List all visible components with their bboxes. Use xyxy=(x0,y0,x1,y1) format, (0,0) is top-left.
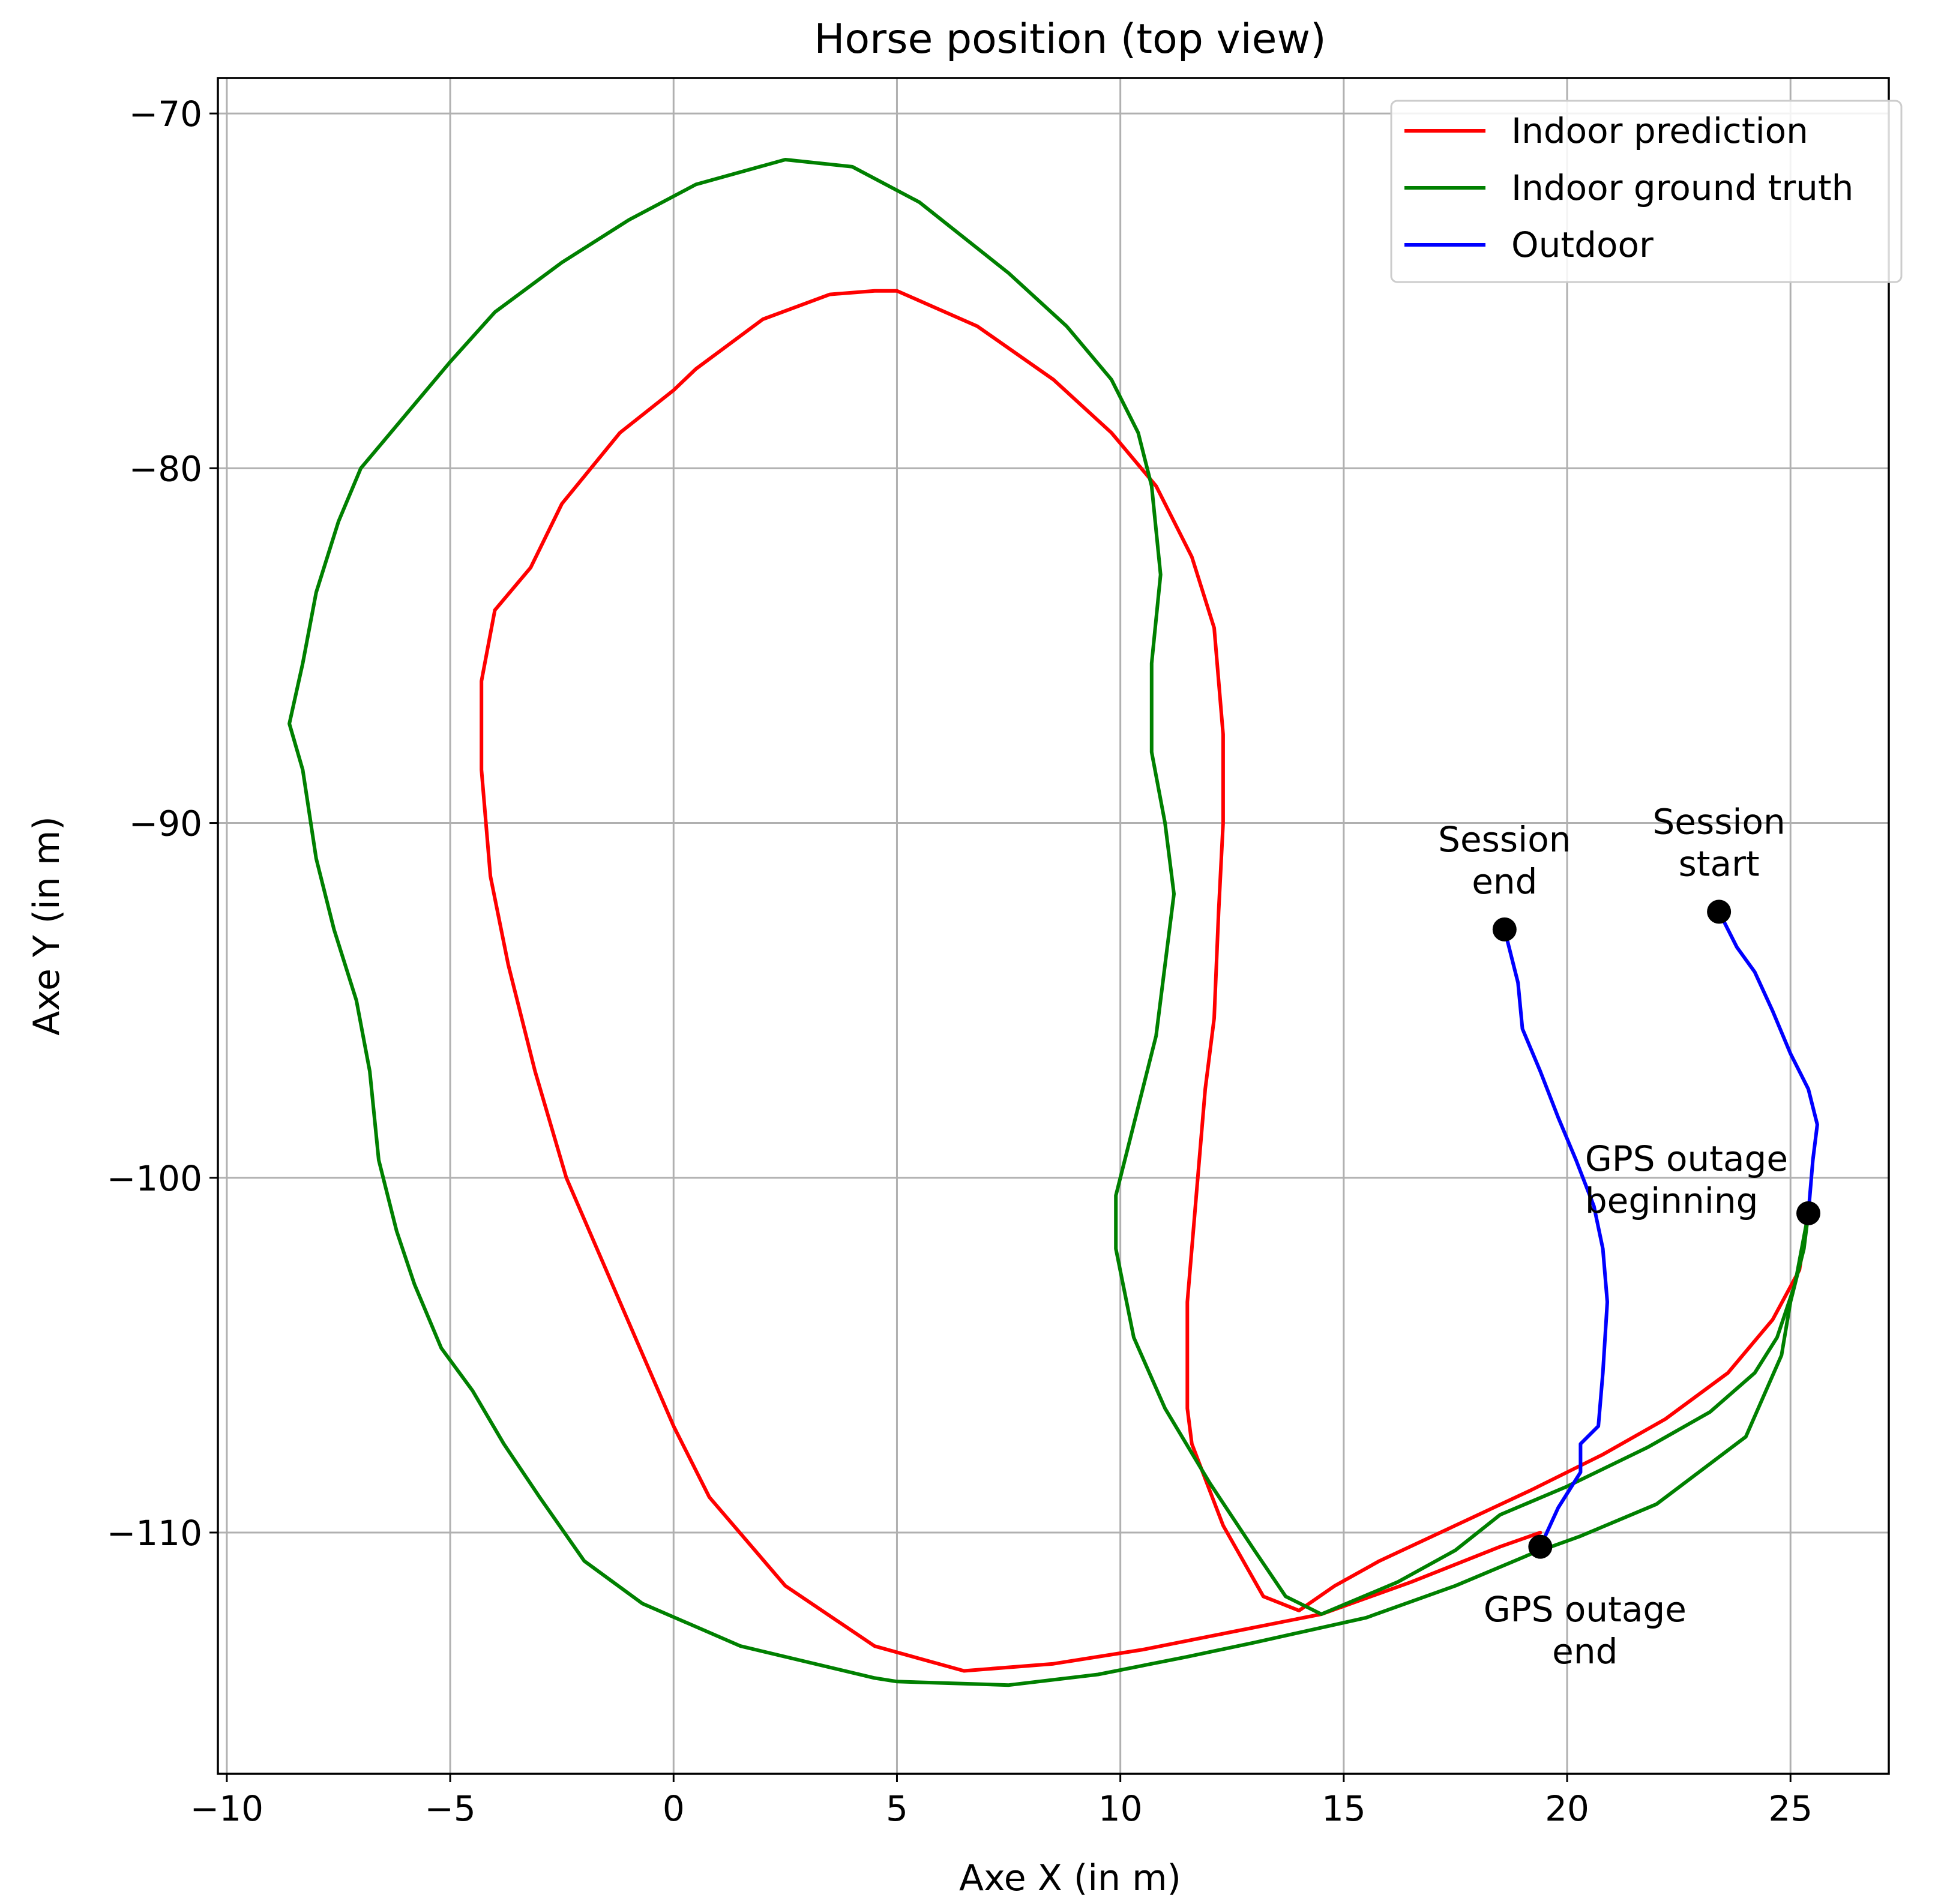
annotation-layer: Session end Session start GPS outage beginnin… xyxy=(1438,801,1788,1671)
y-axis-ticks: −70 −80 −90 −100 −110 xyxy=(107,94,218,1554)
series-line-indoor-ground-truth xyxy=(287,158,1810,1687)
x-tick-label: 20 xyxy=(1545,1788,1589,1829)
y-axis-title: Axe Y (in m) xyxy=(26,816,68,1035)
marker-gps-outage-beginning xyxy=(1796,1201,1821,1225)
legend-label-indoor-ground-truth: Indoor ground truth xyxy=(1511,167,1853,208)
session-end-label: Session end xyxy=(1438,819,1571,902)
x-tick-label: −5 xyxy=(424,1788,476,1829)
marker-session-end xyxy=(1492,917,1517,941)
session-start-label: Session start xyxy=(1652,801,1785,884)
x-axis-title: Axe X (in m) xyxy=(959,1857,1181,1899)
y-tick-label: −110 xyxy=(107,1513,202,1554)
legend: Indoor prediction Indoor ground truth Ou… xyxy=(1390,100,1903,283)
legend-frame xyxy=(1390,100,1903,283)
legend-label-indoor-prediction: Indoor prediction xyxy=(1511,110,1808,151)
series-line-indoor-prediction xyxy=(480,289,1810,1673)
x-tick-label: 15 xyxy=(1322,1788,1366,1829)
marker-gps-outage-end xyxy=(1528,1534,1553,1559)
x-tick-label: 25 xyxy=(1768,1788,1813,1829)
marker-session-start xyxy=(1707,899,1732,924)
series-line-outdoor-to-session-start xyxy=(1717,910,1819,1215)
gps-outage-end-label: GPS outage end xyxy=(1484,1589,1687,1672)
y-tick-label: −80 xyxy=(129,448,202,489)
series-line-outdoor-outage-end-to-session-end xyxy=(1502,927,1609,1549)
x-tick-label: 10 xyxy=(1098,1788,1143,1829)
series-layer xyxy=(287,158,1819,1687)
marker-layer xyxy=(1492,899,1821,1559)
x-tick-label: 0 xyxy=(663,1788,685,1829)
y-tick-label: −90 xyxy=(129,803,202,844)
legend-label-outdoor: Outdoor xyxy=(1511,224,1654,265)
x-tick-label: −10 xyxy=(190,1788,263,1829)
grid-layer xyxy=(218,78,1889,1774)
plot-frame xyxy=(217,77,1890,1775)
y-tick-label: −100 xyxy=(107,1158,202,1199)
y-tick-label: −70 xyxy=(129,94,202,134)
x-tick-label: 5 xyxy=(886,1788,908,1829)
chart-title: Horse position (top view) xyxy=(814,16,1326,63)
x-axis-ticks: −10 −5 0 5 10 15 20 25 xyxy=(190,1774,1813,1829)
gps-outage-beginning-label: GPS outage beginning xyxy=(1585,1138,1788,1221)
